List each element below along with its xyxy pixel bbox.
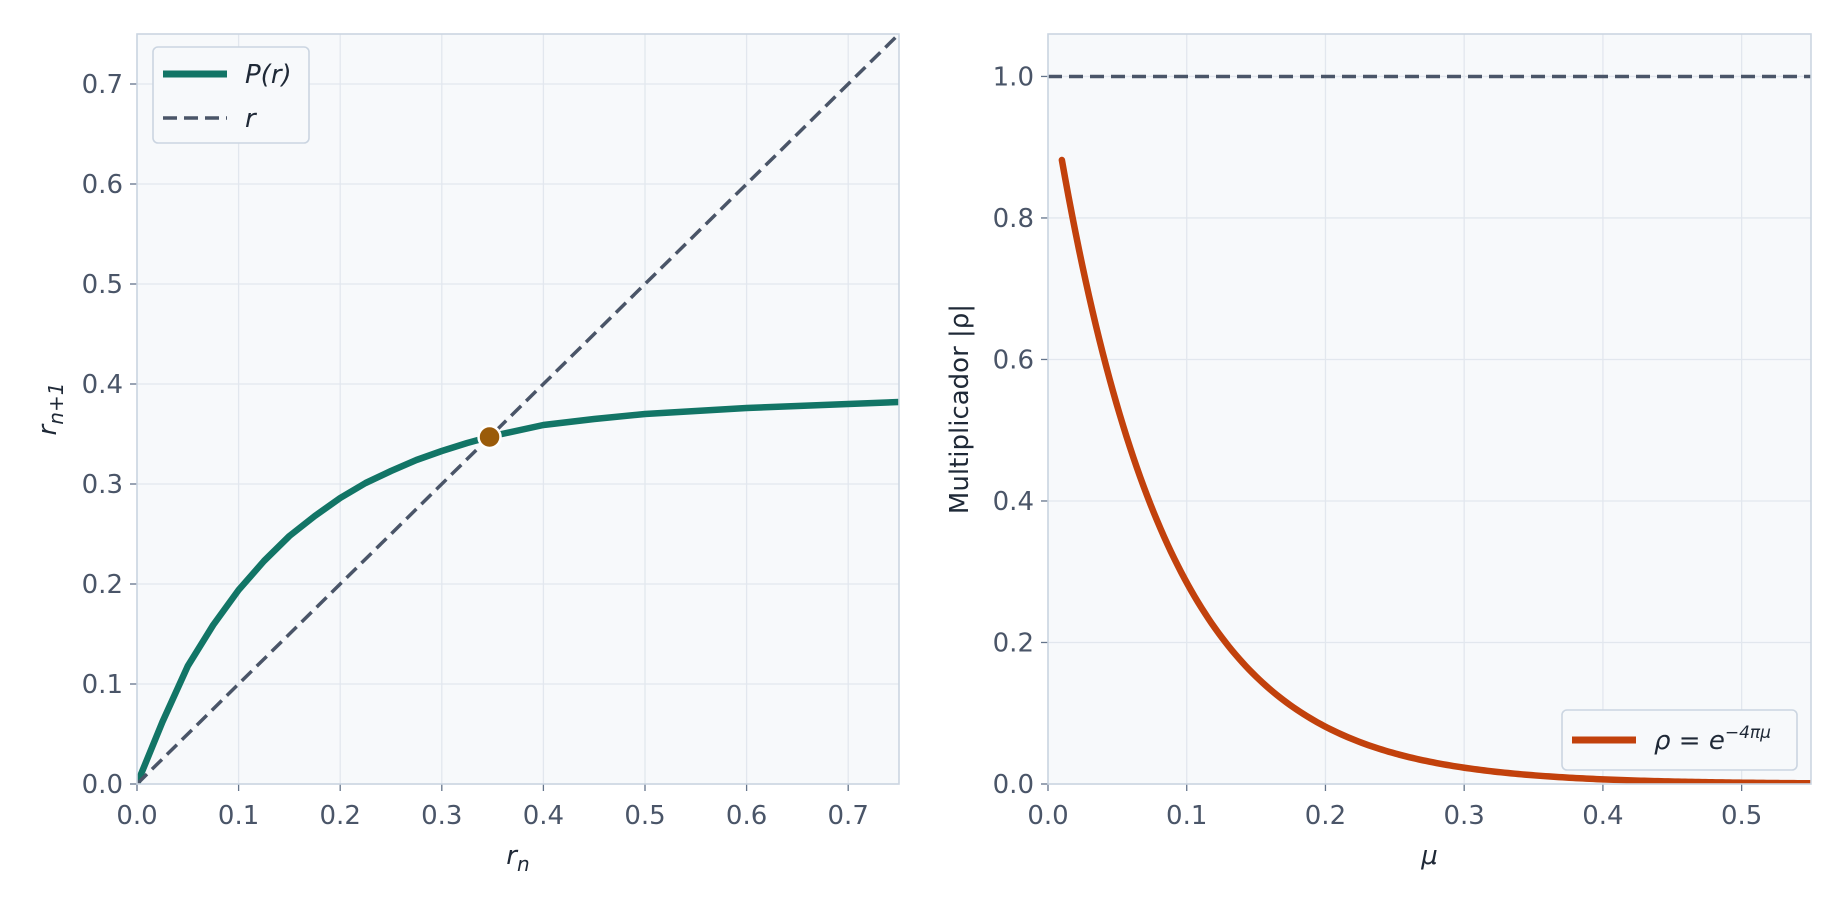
legend: P(r) r	[152, 46, 310, 144]
plot-area	[1048, 74, 1811, 784]
y-tick-label: 0.3	[82, 470, 123, 500]
series-line-1	[137, 398, 899, 784]
x-tick-label: 0.4	[1582, 801, 1623, 831]
legend-label-1: ρ = e−4πμ	[1654, 723, 1771, 756]
fixed-point-marker	[477, 424, 502, 450]
plot-background	[1048, 34, 1811, 784]
y-tick-label: 0.4	[993, 487, 1034, 517]
y-tick-label: 1.0	[993, 62, 1034, 92]
y-tick-label: 0.5	[82, 270, 123, 300]
y-tick-label: 0.4	[82, 370, 123, 400]
x-tick-label: 0.0	[1027, 801, 1068, 831]
x-tick-label: 0.0	[116, 801, 157, 831]
x-tick-label: 0.2	[1305, 801, 1346, 831]
x-tick-label: 0.3	[1444, 801, 1485, 831]
y-tick-label: 0.7	[82, 70, 123, 100]
y-tick-label: 0.0	[993, 770, 1034, 800]
plot-frame	[136, 33, 900, 785]
y-tick-label: 0.2	[993, 628, 1034, 658]
plot-frame	[1047, 33, 1812, 785]
x-axis-label-sub: n	[517, 852, 530, 876]
y-tick-label: 0.1	[82, 670, 123, 700]
legend-label-main: ρ = e	[1654, 726, 1725, 756]
x-tick-label: 0.5	[624, 801, 665, 831]
x-tick-label: 0.5	[1721, 801, 1762, 831]
legend-box	[1561, 709, 1798, 771]
x-tick-label: 0.1	[218, 801, 259, 831]
chart-panel-1: 0.0 0.1 0.2 0.3 0.4 0.5 0.6 0.7 0.0 0.1 0.2 0.3 0.4 0…	[33, 33, 900, 876]
series-line-2	[137, 34, 899, 784]
x-axis-label: μ	[1420, 841, 1438, 871]
plot-area	[137, 34, 899, 784]
legend-label-2: r	[245, 104, 258, 134]
legend: ρ = e−4πμ	[1561, 709, 1798, 771]
legend-label-1: P(r)	[245, 60, 292, 90]
x-tick-label: 0.1	[1166, 801, 1207, 831]
x-tick-label: 0.7	[828, 801, 869, 831]
x-tick-label: 0.3	[421, 801, 462, 831]
y-tick-label: 0.8	[993, 204, 1034, 234]
legend-label-sup: −4πμ	[1725, 723, 1771, 743]
y-tick-label: 0.0	[82, 770, 123, 800]
y-axis-label: rn+1	[33, 383, 68, 436]
x-axis-label-base: r	[506, 841, 519, 871]
chart-panel-2: 0.0 0.1 0.2 0.3 0.4 0.5 0.0 0.2 0.4 0.6 0.8 1.0 μ Mul…	[945, 33, 1812, 871]
y-tick-label: 0.2	[82, 570, 123, 600]
y-axis-label: Multiplicador |ρ|	[945, 304, 975, 514]
x-axis-label: rn	[506, 841, 529, 876]
x-tick-label: 0.6	[726, 801, 767, 831]
y-tick-label: 0.6	[82, 170, 123, 200]
y-axis-label-sub: n+1	[44, 383, 68, 425]
x-tick-label: 0.2	[320, 801, 361, 831]
y-tick-label: 0.6	[993, 345, 1034, 375]
y-axis-label-base: r	[33, 422, 63, 435]
series-line-1	[1058, 156, 1811, 784]
x-tick-label: 0.4	[523, 801, 564, 831]
